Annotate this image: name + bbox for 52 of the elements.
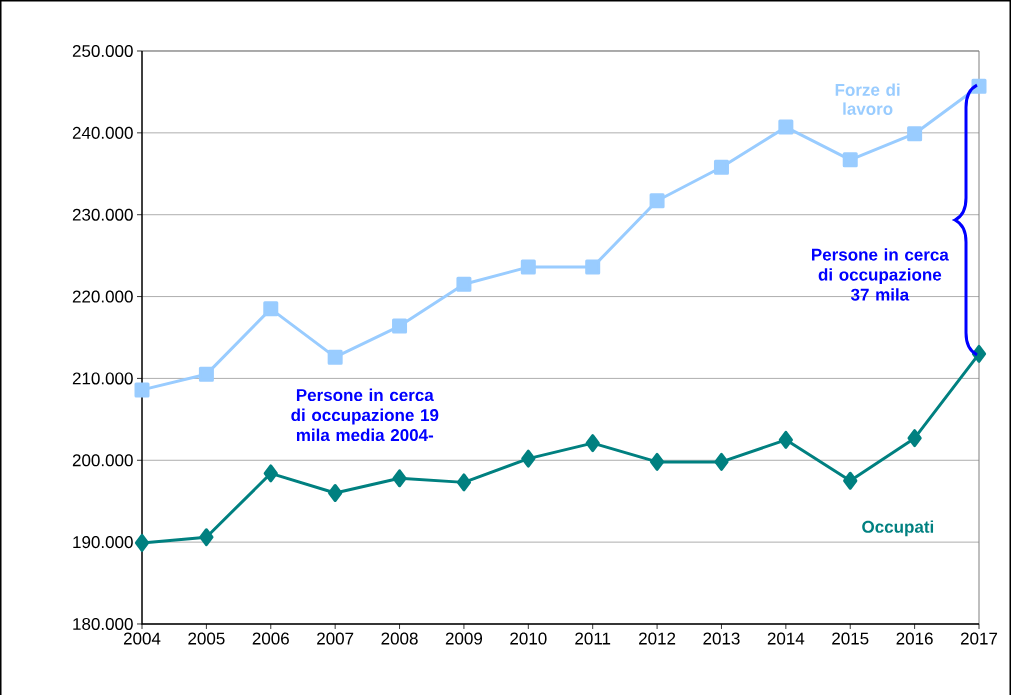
point <box>520 259 536 275</box>
x-tick-label: 2008 <box>381 632 418 645</box>
y-tick-label: 200.000 <box>72 454 133 467</box>
point <box>392 318 408 334</box>
x-tick-label: 2013 <box>703 632 740 645</box>
annotation: Persone in cerca di occupazione 19 mila media 2004- <box>291 388 439 442</box>
x-tick-label: 2005 <box>188 632 225 645</box>
x-tick-label: 2007 <box>317 632 354 645</box>
point <box>134 382 150 398</box>
x-tick-label: 2009 <box>445 632 483 645</box>
x-tick-label: 2010 <box>510 632 547 645</box>
point <box>713 159 729 175</box>
point <box>714 452 729 471</box>
y-tick-label: 230.000 <box>72 208 133 221</box>
series-label: Forze di lavoro <box>835 83 900 115</box>
y-tick-label: 250.000 <box>72 44 133 58</box>
point <box>456 276 472 292</box>
point <box>907 126 923 142</box>
point <box>778 119 794 135</box>
y-tick-label: 190.000 <box>73 536 133 549</box>
point <box>263 464 278 483</box>
annotation: Persone in cerca di occupazione 37 mila <box>812 248 949 301</box>
point <box>649 193 665 209</box>
point <box>263 301 279 317</box>
point <box>198 366 214 382</box>
x-tick-label: 2004 <box>123 632 161 645</box>
point <box>328 484 343 503</box>
y-tick-label: 220.000 <box>72 290 133 303</box>
x-tick-label: 2017 <box>960 632 998 645</box>
x-tick-label: 2012 <box>639 632 676 645</box>
x-tick-label: 2006 <box>252 632 289 645</box>
text: Occupati <box>862 520 934 537</box>
y-tick-label: 240.000 <box>72 126 133 139</box>
point <box>521 449 536 468</box>
point <box>907 429 922 448</box>
x-tick-label: 2014 <box>767 632 805 645</box>
point <box>843 471 858 490</box>
x-tick-label: 2015 <box>832 632 869 645</box>
point <box>199 528 214 547</box>
y-tick-label: 180.000 <box>73 617 133 631</box>
point <box>585 259 601 275</box>
x-tick-label: 2011 <box>575 632 611 645</box>
point <box>456 473 472 492</box>
point <box>649 452 665 471</box>
point <box>327 349 343 365</box>
point <box>134 533 150 552</box>
point <box>842 152 858 168</box>
point <box>778 430 793 449</box>
point <box>392 469 407 488</box>
point <box>585 434 600 453</box>
x-tick-label: 2016 <box>896 632 933 645</box>
y-tick-label: 210.000 <box>72 372 133 385</box>
